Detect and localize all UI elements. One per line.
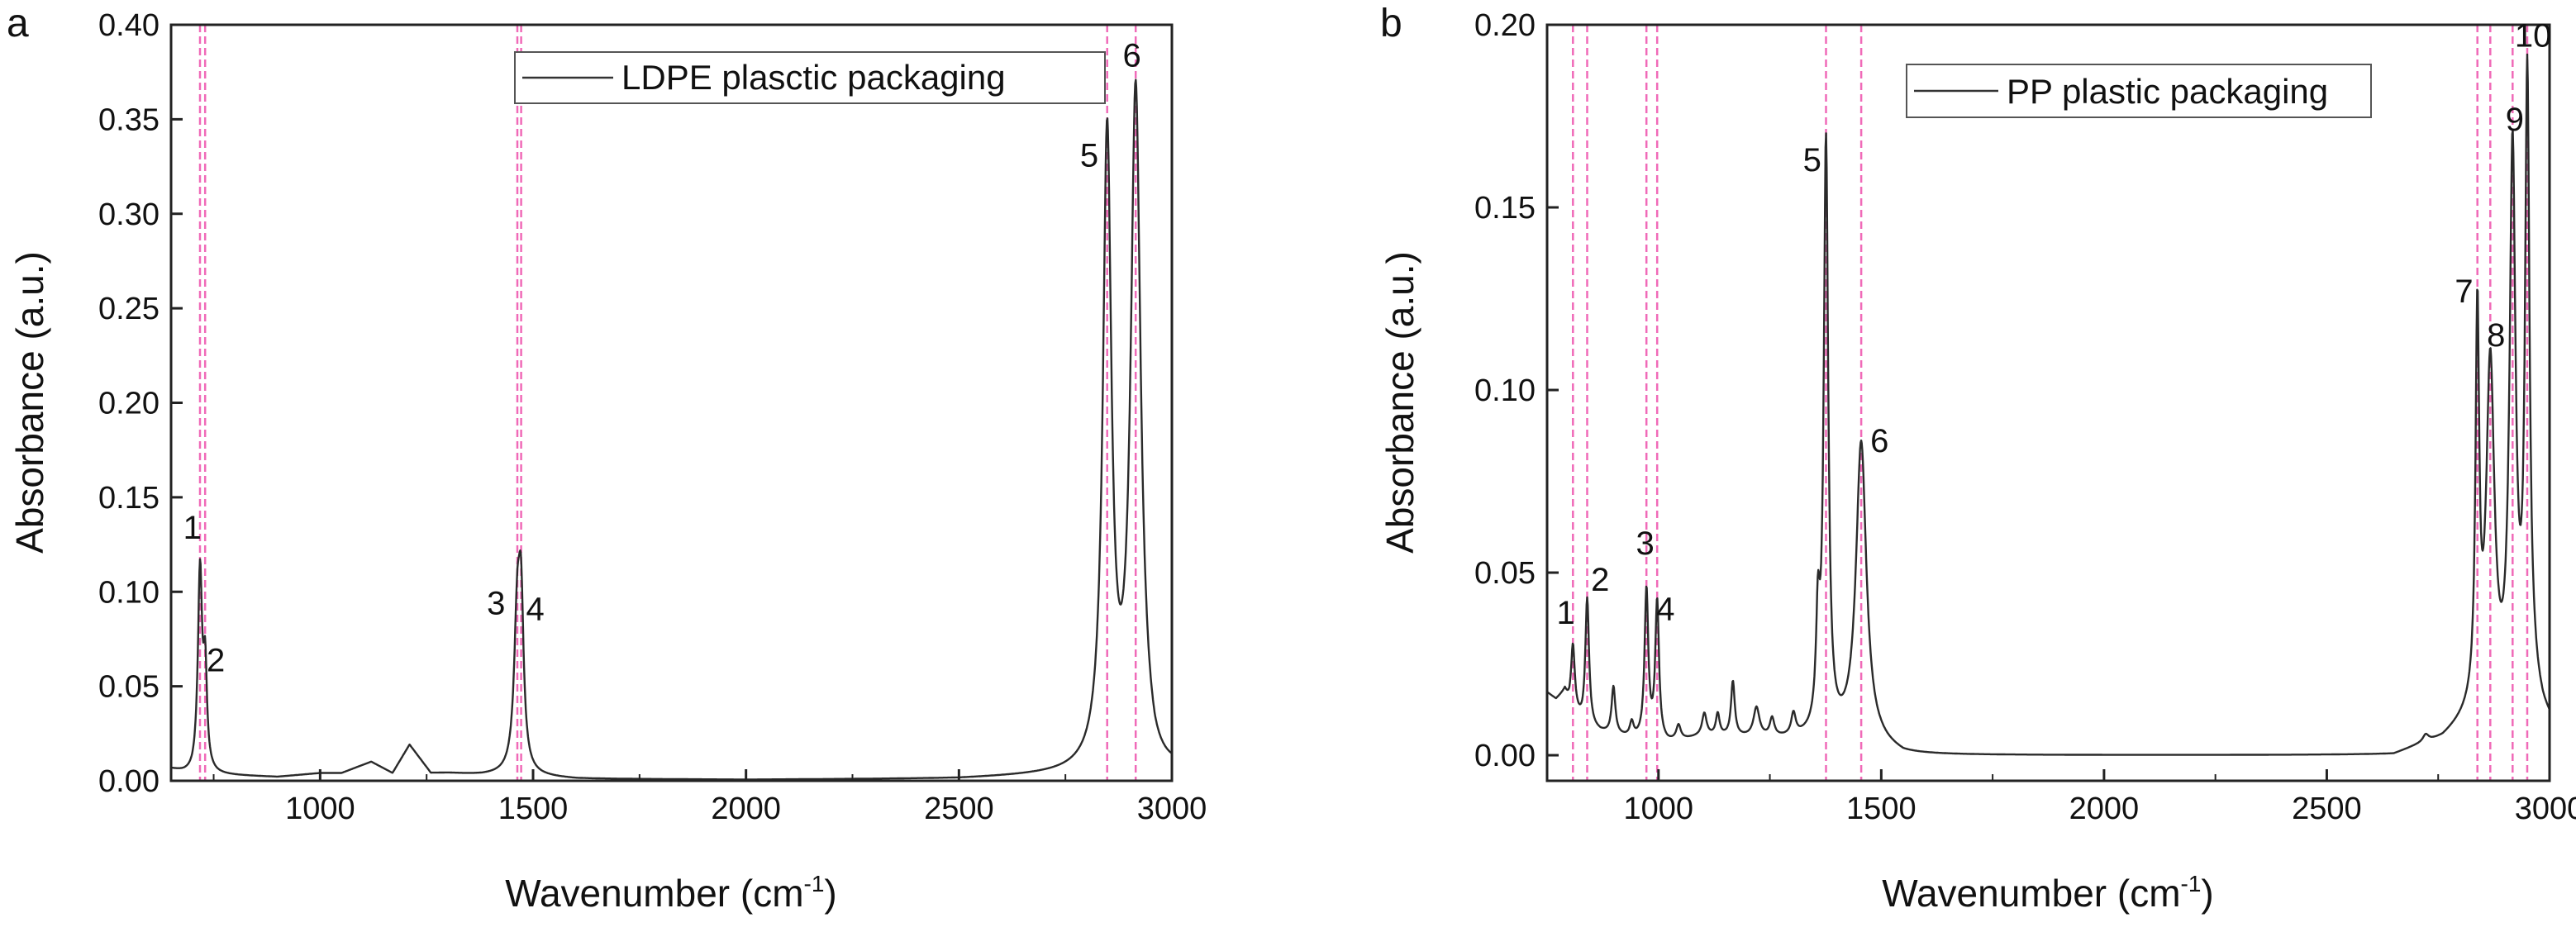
y-tick-label: 0.20 <box>98 387 160 421</box>
peak-label: 1 <box>183 510 202 546</box>
y-tick-label: 0.40 <box>98 8 160 43</box>
y-tick-label: 0.15 <box>98 481 160 516</box>
y-axis-title: Absorbance (a.u.) <box>8 251 51 554</box>
x-tick-label: 1000 <box>285 792 355 826</box>
y-tick-label: 0.35 <box>98 102 160 137</box>
peak-label: 4 <box>1656 592 1674 628</box>
x-axis-title-end: ) <box>2201 872 2213 915</box>
x-tick-label: 2500 <box>2292 792 2362 826</box>
y-tick-label: 0.05 <box>98 670 160 705</box>
peak-label: 9 <box>2506 102 2524 138</box>
peak-label: 1 <box>1556 595 1574 631</box>
chart-panel-b: b 1000 1500 2000 2500 3000 0.00 0.05 0.10 0.15 0.… <box>1378 2 2576 915</box>
x-tick-label: 1500 <box>1846 792 1917 826</box>
x-axis-title: Wavenumber (cm-1) <box>505 871 837 915</box>
y-tick-label: 0.05 <box>1474 556 1536 591</box>
peak-label: 5 <box>1803 142 1821 178</box>
x-axis-title-end: ) <box>824 872 836 915</box>
peak-label: 5 <box>1080 138 1098 174</box>
x-tick-label: 1000 <box>1624 792 1694 826</box>
spectrum-line <box>1546 53 2551 756</box>
x-axis-title-main: Wavenumber (cm <box>1882 872 2180 915</box>
x-tick-label: 2000 <box>711 792 781 826</box>
y-tick-label: 0.15 <box>1474 191 1536 226</box>
y-tick-label: 0.20 <box>1474 8 1536 43</box>
legend: LDPE plasctic packaging <box>514 51 1106 104</box>
panel-letter: a <box>7 2 29 45</box>
y-tick-label: 0.10 <box>98 575 160 610</box>
legend: PP plastic packaging <box>1906 64 2372 118</box>
y-tick-label: 0.00 <box>98 764 160 799</box>
peak-label: 7 <box>2455 273 2473 310</box>
axis-ticks: 1000 1500 2000 2500 3000 0.00 0.05 0.10 0.15 0.20 <box>1474 8 2576 826</box>
x-axis-title: Wavenumber (cm-1) <box>1882 871 2214 915</box>
y-tick-label: 0.10 <box>1474 373 1536 408</box>
x-tick-label: 3000 <box>1137 792 1207 826</box>
reference-lines <box>198 25 1137 781</box>
legend-label: LDPE plasctic packaging <box>621 58 1006 97</box>
peak-label: 2 <box>1591 562 1609 598</box>
x-tick-label: 2000 <box>2069 792 2140 826</box>
x-tick-label: 2500 <box>924 792 994 826</box>
peak-label: 6 <box>1122 37 1140 74</box>
y-axis-title: Absorbance (a.u.) <box>1378 251 1421 554</box>
plot-frame <box>1545 23 2551 782</box>
axis-ticks: 1000 1500 2000 2500 3000 0.00 0.05 0.10 0.15 0.20… <box>98 8 1207 826</box>
x-axis-title-main: Wavenumber (cm <box>505 872 803 915</box>
peak-label: 3 <box>487 586 505 622</box>
x-tick-label: 3000 <box>2515 792 2576 826</box>
x-axis-title-superscript: -1 <box>804 871 825 896</box>
peak-label: 6 <box>1870 423 1888 459</box>
spectrum-line <box>170 78 1173 781</box>
spectrum-layer <box>1546 53 2551 756</box>
spectrum-layer <box>170 78 1173 781</box>
peak-label: 10 <box>2515 18 2552 55</box>
peak-labels: 1 2 3 4 5 6 <box>183 37 1141 678</box>
reference-lines <box>1572 25 2529 781</box>
x-tick-label: 1500 <box>498 792 569 826</box>
panel-letter: b <box>1380 2 1402 45</box>
x-axis-title-superscript: -1 <box>2181 871 2202 896</box>
plot-frame <box>169 23 1174 782</box>
chart-panel-a: a 1000 1500 2000 2500 3000 0.00 0.05 0.10 0.15 0.… <box>7 2 1207 915</box>
y-tick-label: 0.30 <box>98 197 160 232</box>
peak-label: 3 <box>1636 525 1654 562</box>
y-tick-label: 0.25 <box>98 292 160 326</box>
legend-label: PP plastic packaging <box>2007 72 2328 111</box>
peak-label: 2 <box>207 642 225 678</box>
peak-label: 4 <box>526 592 544 628</box>
y-tick-label: 0.00 <box>1474 739 1536 773</box>
peak-label: 8 <box>2487 317 2505 354</box>
